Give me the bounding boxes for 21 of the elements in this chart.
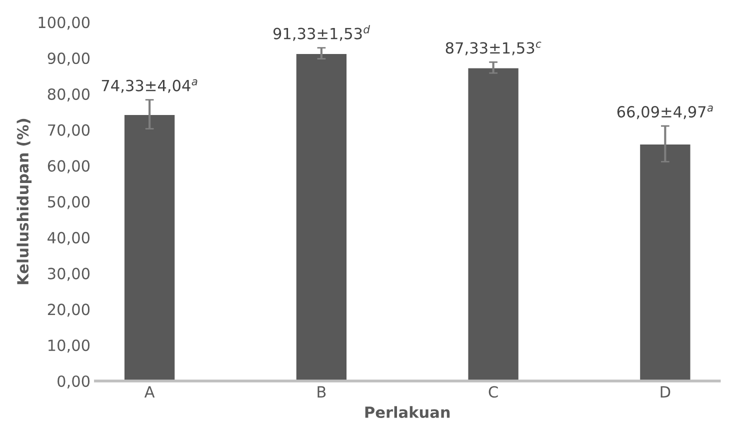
y-tick-label: 60,00 [48,160,90,174]
x-axis-title: Perlakuan [365,406,450,418]
y-tick-label: 10,00 [48,340,90,353]
y-tick-label: 100,00 [38,16,90,30]
y-tick-label: 50,00 [48,196,90,210]
y-axis-title: Kelulushidupan (%) [16,118,32,284]
y-tick-label: 30,00 [48,268,90,281]
y-tick-label: 70,00 [48,124,90,138]
y-tick-label: 90,00 [48,52,90,66]
y-tick-label: 40,00 [48,232,90,246]
y-tick-label: 0,00 [58,375,90,389]
x-tick-label: A [144,386,155,398]
data-label: 66,09±4,97$^{a}$ [617,106,713,120]
x-tick-label: B [318,386,326,398]
y-tick-label: 80,00 [48,88,90,102]
data-label: 74,33±4,04$^{a}$ [102,79,198,93]
data-label: 87,33±1,53$^{c}$ [446,42,542,56]
y-tick-label: 20,00 [48,304,90,317]
x-tick-label: D [660,386,670,398]
data-label: 91,33±1,53$^{d}$ [273,25,370,41]
x-tick-label: C [488,386,498,398]
